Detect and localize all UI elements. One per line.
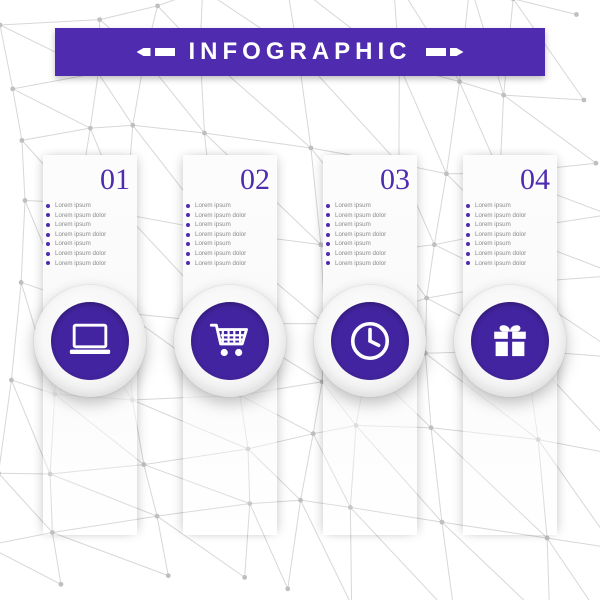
bullet-item: Lorem ipsum dolor: [186, 249, 276, 259]
bullet-item: Lorem ipsum dolor: [326, 211, 416, 221]
bullet-item: Lorem ipsum: [46, 220, 136, 230]
page-title: INFOGRAPHIC: [189, 38, 412, 66]
ribbon-tail-right-icon: [426, 48, 464, 56]
cart-icon: [191, 302, 269, 380]
bullet-item: Lorem ipsum dolor: [326, 249, 416, 259]
steps-row: 01Lorem ipsumLorem ipsum dolorLorem ipsu…: [0, 155, 600, 268]
bullet-item: Lorem ipsum dolor: [466, 259, 556, 269]
bullet-item: Lorem ipsum dolor: [186, 230, 276, 240]
step-bullets: Lorem ipsumLorem ipsum dolorLorem ipsumL…: [466, 201, 556, 268]
bullet-item: Lorem ipsum dolor: [466, 230, 556, 240]
step-circle: [34, 285, 146, 397]
header-banner: INFOGRAPHIC: [55, 28, 545, 76]
step-column: 04Lorem ipsumLorem ipsum dolorLorem ipsu…: [454, 155, 566, 268]
clock-icon: [331, 302, 409, 380]
step-column: 02Lorem ipsumLorem ipsum dolorLorem ipsu…: [174, 155, 286, 268]
step-circle: [314, 285, 426, 397]
gift-icon: [471, 302, 549, 380]
bullet-item: Lorem ipsum dolor: [186, 211, 276, 221]
step-column: 03Lorem ipsumLorem ipsum dolorLorem ipsu…: [314, 155, 426, 268]
bullet-item: Lorem ipsum: [326, 239, 416, 249]
bullet-item: Lorem ipsum: [466, 201, 556, 211]
bullet-item: Lorem ipsum: [466, 239, 556, 249]
step-bullets: Lorem ipsumLorem ipsum dolorLorem ipsumL…: [46, 201, 136, 268]
bullet-item: Lorem ipsum: [326, 220, 416, 230]
step-number: 04: [466, 165, 556, 195]
step-bullets: Lorem ipsumLorem ipsum dolorLorem ipsumL…: [186, 201, 276, 268]
bullet-item: Lorem ipsum dolor: [466, 211, 556, 221]
bullet-item: Lorem ipsum: [186, 239, 276, 249]
bullet-item: Lorem ipsum: [186, 201, 276, 211]
bullet-item: Lorem ipsum dolor: [326, 230, 416, 240]
step-circle: [454, 285, 566, 397]
bullet-item: Lorem ipsum: [466, 220, 556, 230]
step-number: 01: [46, 165, 136, 195]
bullet-item: Lorem ipsum dolor: [466, 249, 556, 259]
step-bullets: Lorem ipsumLorem ipsum dolorLorem ipsumL…: [326, 201, 416, 268]
step-circle: [174, 285, 286, 397]
step-number: 03: [326, 165, 416, 195]
bullet-item: Lorem ipsum dolor: [186, 259, 276, 269]
bullet-item: Lorem ipsum: [186, 220, 276, 230]
laptop-icon: [51, 302, 129, 380]
step-column: 01Lorem ipsumLorem ipsum dolorLorem ipsu…: [34, 155, 146, 268]
bullet-item: Lorem ipsum dolor: [46, 259, 136, 269]
bullet-item: Lorem ipsum dolor: [46, 249, 136, 259]
bullet-item: Lorem ipsum: [46, 201, 136, 211]
bullet-item: Lorem ipsum: [46, 239, 136, 249]
bullet-item: Lorem ipsum dolor: [46, 230, 136, 240]
step-number: 02: [186, 165, 276, 195]
bullet-item: Lorem ipsum dolor: [46, 211, 136, 221]
ribbon-tail-left-icon: [137, 48, 175, 56]
bullet-item: Lorem ipsum: [326, 201, 416, 211]
bullet-item: Lorem ipsum dolor: [326, 259, 416, 269]
